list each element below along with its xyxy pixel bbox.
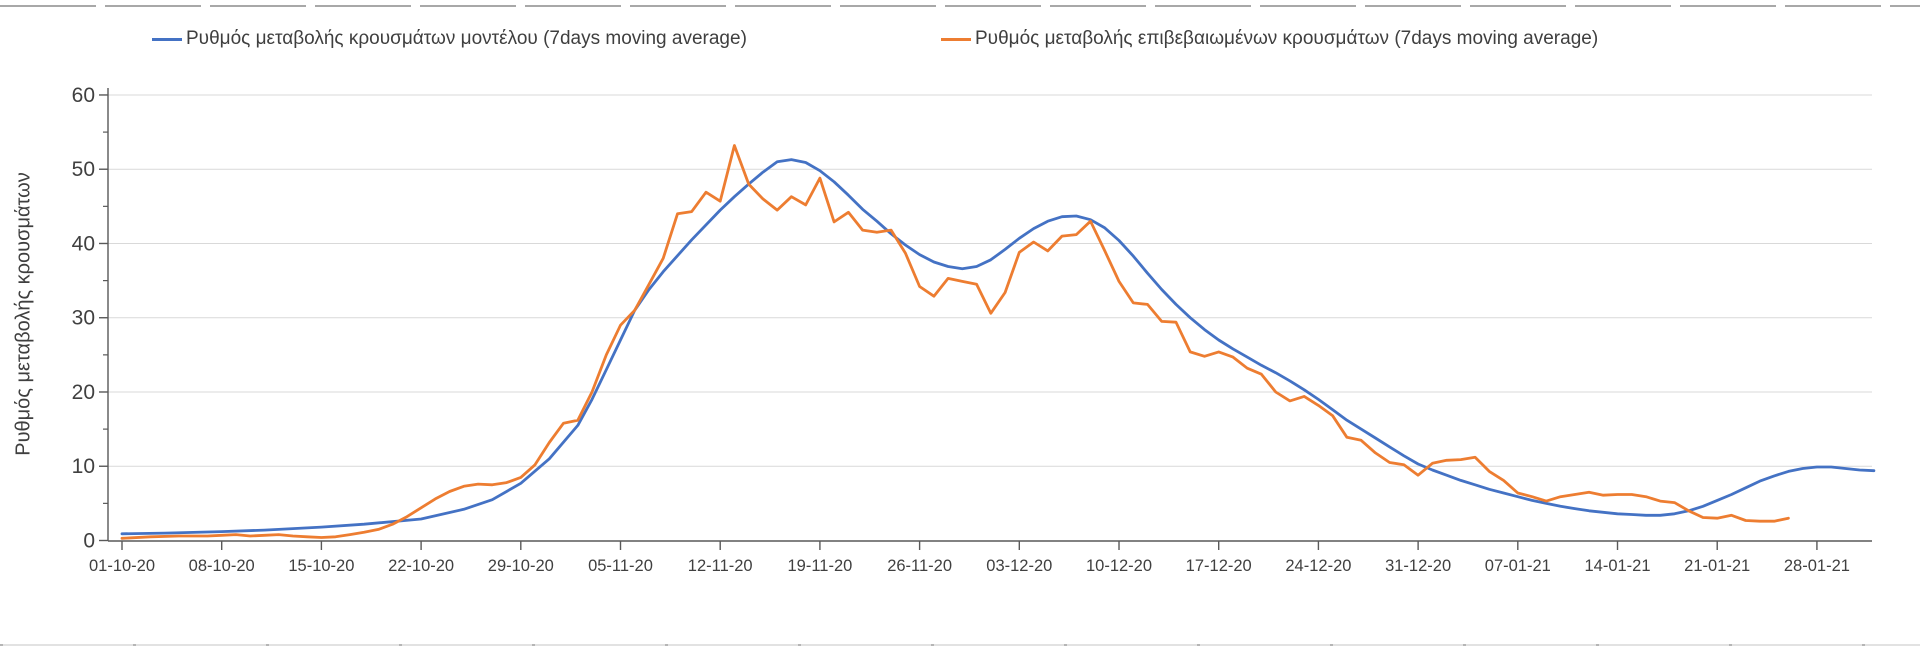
x-tick-label-14-01-21: 14-01-21 <box>1584 557 1650 575</box>
legend-line-swatch-model <box>152 37 182 41</box>
page-break-line-top <box>0 5 1920 7</box>
x-tick-label-29-10-20: 29-10-20 <box>488 557 554 575</box>
confirmed-series-line[interactable] <box>120 144 1790 540</box>
x-tick-label-22-10-20: 22-10-20 <box>388 557 454 575</box>
x-tick-label-07-01-21: 07-01-21 <box>1485 557 1551 575</box>
legend-item-confirmed[interactable]: Ρυθμός μεταβολής επιβεβαιωμένων κρουσμάτ… <box>941 26 1598 52</box>
y-tick-label-20: 20 <box>72 381 95 404</box>
y-tick-label-10: 10 <box>72 455 95 478</box>
x-tick-label-01-10-20: 01-10-20 <box>89 557 155 575</box>
x-tick-label-15-10-20: 15-10-20 <box>288 557 354 575</box>
page-break-line-bottom <box>0 644 1920 646</box>
x-tick-label-31-12-20: 31-12-20 <box>1385 557 1451 575</box>
legend-line-swatch-confirmed <box>941 37 971 41</box>
x-tick-label-10-12-20: 10-12-20 <box>1086 557 1152 575</box>
x-tick-label-17-12-20: 17-12-20 <box>1186 557 1252 575</box>
y-tick-label-40: 40 <box>72 232 95 255</box>
y-tick-label-0: 0 <box>83 530 95 553</box>
y-tick-label-60: 60 <box>72 84 95 107</box>
y-tick-label-30: 30 <box>72 307 95 330</box>
y-tick-label-50: 50 <box>72 158 95 181</box>
x-tick-label-03-12-20: 03-12-20 <box>986 557 1052 575</box>
legend-label-confirmed: Ρυθμός μεταβολής επιβεβαιωμένων κρουσμάτ… <box>975 28 1599 49</box>
x-tick-label-19-11-20: 19-11-20 <box>787 557 852 575</box>
x-tick-label-05-11-20: 05-11-20 <box>588 557 653 575</box>
x-tick-label-28-01-21: 28-01-21 <box>1784 557 1850 575</box>
x-tick-label-12-11-20: 12-11-20 <box>688 557 753 575</box>
x-tick-label-21-01-21: 21-01-21 <box>1684 557 1750 575</box>
x-tick-label-26-11-20: 26-11-20 <box>887 557 952 575</box>
model-series-line[interactable] <box>120 158 1876 536</box>
legend-item-model[interactable]: Ρυθμός μεταβολής κρουσμάτων μοντέλου (7d… <box>152 26 747 52</box>
legend-label-model: Ρυθμός μεταβολής κρουσμάτων μοντέλου (7d… <box>186 28 747 49</box>
x-tick-label-08-10-20: 08-10-20 <box>189 557 255 575</box>
x-tick-label-24-12-20: 24-12-20 <box>1285 557 1351 575</box>
